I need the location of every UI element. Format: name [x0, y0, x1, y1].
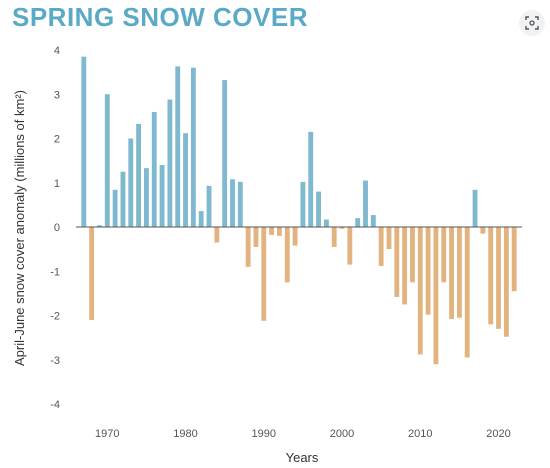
bar	[269, 227, 275, 235]
bar	[245, 227, 251, 267]
y-tick-label: -1	[50, 266, 60, 278]
bar	[402, 227, 408, 305]
bar	[253, 227, 259, 247]
y-tick-label: -4	[50, 399, 60, 411]
x-tick-label: 2020	[486, 428, 510, 440]
bar	[292, 227, 298, 246]
bar	[472, 189, 478, 227]
scan-button[interactable]	[519, 10, 545, 36]
y-tick-label: -3	[50, 355, 60, 367]
bar	[331, 227, 337, 247]
bar	[120, 171, 126, 227]
bars	[81, 56, 517, 365]
bar	[214, 227, 220, 243]
bar	[339, 227, 345, 229]
y-axis-ticks: 4 3 2 1 0 -1 -2 -3 -4	[50, 45, 60, 411]
chart-title: SPRING SNOW COVER	[12, 2, 308, 32]
bar	[89, 227, 95, 320]
y-tick-label: 3	[54, 89, 60, 101]
bar	[370, 215, 376, 227]
bar	[230, 179, 235, 227]
bar	[363, 180, 368, 227]
bar	[378, 227, 384, 266]
y-tick-label: 2	[54, 134, 60, 146]
x-axis-ticks: 1970 1980 1990 2000 2010 2020	[95, 428, 511, 440]
bar	[190, 67, 196, 227]
bar	[136, 123, 142, 227]
x-tick-label: 1990	[252, 428, 276, 440]
bar	[323, 219, 329, 227]
bar	[355, 218, 361, 227]
bar	[480, 227, 486, 234]
bar	[410, 227, 415, 283]
y-tick-label: 0	[54, 222, 60, 234]
bar	[175, 66, 181, 228]
x-tick-label: 1980	[173, 428, 197, 440]
bar	[128, 138, 134, 227]
bar	[308, 131, 314, 227]
bar	[503, 227, 509, 337]
bar	[81, 56, 87, 227]
bar	[464, 227, 470, 358]
y-tick-label: 1	[54, 178, 60, 190]
bar	[97, 225, 102, 227]
bar	[316, 191, 321, 227]
bar	[456, 227, 462, 318]
bar	[261, 227, 267, 321]
bar	[347, 227, 353, 265]
bar	[300, 181, 306, 227]
bar	[144, 168, 149, 227]
bar	[433, 227, 439, 365]
bar	[222, 80, 228, 227]
bar	[488, 227, 494, 325]
x-tick-label: 2010	[408, 428, 432, 440]
bar	[277, 227, 282, 236]
y-axis-label: April-June snow cover anomaly (millions …	[12, 90, 27, 366]
bar	[425, 227, 431, 315]
x-tick-label: 2000	[330, 428, 354, 440]
scan-icon	[525, 16, 539, 30]
bar	[284, 227, 290, 283]
bar	[159, 165, 165, 227]
bar	[237, 181, 243, 227]
bar	[198, 211, 204, 227]
y-tick-label: 4	[54, 45, 60, 57]
bar	[104, 94, 110, 227]
y-tick-label: -2	[50, 311, 60, 323]
bar	[167, 99, 173, 227]
bar	[449, 227, 454, 320]
bar	[112, 189, 118, 227]
x-axis-label: Years	[286, 450, 319, 465]
x-tick-label: 1970	[95, 428, 119, 440]
bar	[386, 227, 392, 250]
bar	[496, 227, 501, 329]
bar	[151, 111, 157, 227]
bar	[206, 185, 212, 227]
bar	[183, 133, 188, 227]
bar	[441, 227, 447, 283]
bar	[511, 227, 517, 292]
bar	[417, 227, 423, 355]
bar	[394, 227, 400, 297]
